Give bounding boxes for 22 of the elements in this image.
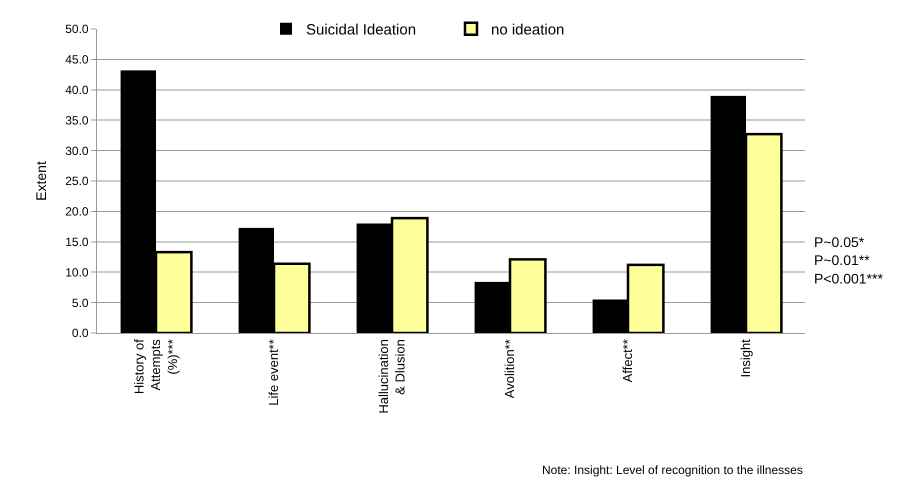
x-tick-label: Insight bbox=[738, 338, 754, 378]
y-tick-label: 35.0 bbox=[65, 113, 89, 128]
legend-label: Suicidal Ideation bbox=[306, 22, 416, 39]
y-axis-title: Extent bbox=[32, 161, 49, 201]
x-tick-label: History of Attempts (%)*** bbox=[131, 338, 180, 394]
y-tick-label: 20.0 bbox=[65, 204, 89, 219]
x-tick-label: Avolition** bbox=[502, 339, 518, 398]
x-tick-label: Hallucination & Dlusion bbox=[376, 339, 408, 414]
x-tick-label: Affect** bbox=[620, 339, 636, 382]
y-tick-label: 10.0 bbox=[65, 265, 89, 280]
y-tick-label: 45.0 bbox=[65, 52, 89, 67]
y-tick-label: 25.0 bbox=[65, 174, 89, 188]
text: Note: Insight: Level of recognition to the illnesses bbox=[542, 463, 803, 477]
y-tick-label: 50.0 bbox=[65, 22, 89, 36]
legend-label: no ideation bbox=[491, 22, 564, 39]
y-tick-label: 30.0 bbox=[65, 144, 89, 158]
x-tick-label: Life event** bbox=[266, 339, 282, 406]
y-tick-label: 40.0 bbox=[65, 83, 89, 97]
y-tick-label: 5.0 bbox=[72, 296, 89, 310]
text: P~0.05* P~0.01** P<0.001*** bbox=[814, 234, 884, 286]
y-tick-label: 0.0 bbox=[72, 326, 89, 340]
y-tick-label: 15.0 bbox=[65, 235, 89, 249]
